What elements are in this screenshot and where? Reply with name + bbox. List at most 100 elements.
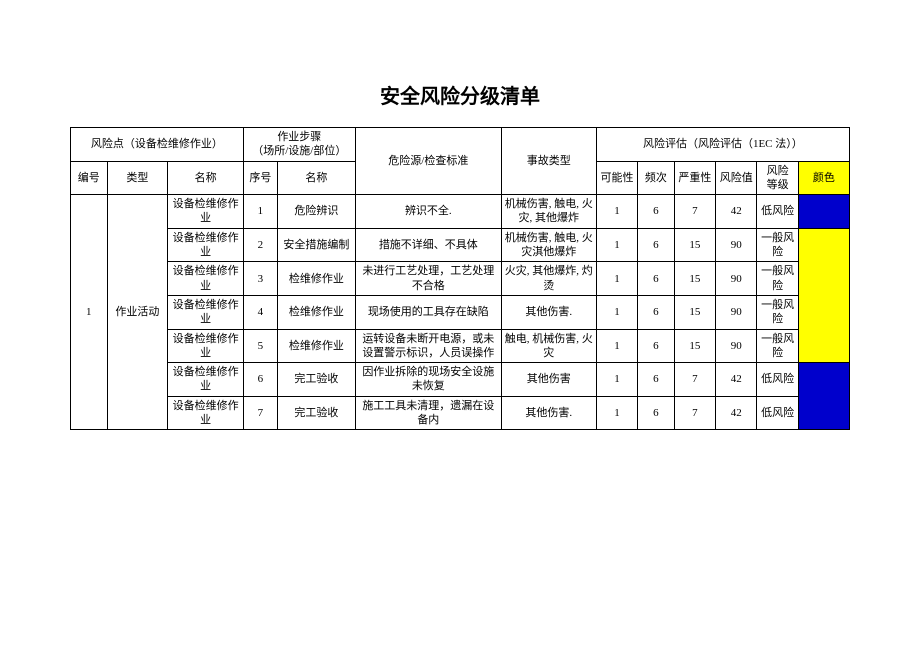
- cell-color: [798, 195, 849, 229]
- cell-step: 危险辨识: [277, 195, 355, 229]
- cell-freq: 6: [638, 363, 675, 397]
- cell-step: 安全措施编制: [277, 228, 355, 262]
- cell-hazard: 未进行工艺处理，工艺处理不合格: [355, 262, 501, 296]
- risk-table: 风险点（设备检维修作业） 作业步骤 （场所/设施/部位） 危险源/检查标准 事故…: [70, 127, 850, 430]
- cell-name: 设备检维修作业: [168, 262, 243, 296]
- cell-accident: 其他伤害.: [501, 295, 596, 329]
- cell-seq: 4: [243, 295, 277, 329]
- hdr-assess-group: 风险评估（风险评估（1EC 法））: [596, 128, 849, 162]
- cell-freq: 6: [638, 262, 675, 296]
- cell-level: 低风险: [757, 396, 798, 430]
- cell-value: 90: [716, 295, 757, 329]
- cell-accident: 火灾, 其他爆炸, 灼烫: [501, 262, 596, 296]
- cell-value: 42: [716, 195, 757, 229]
- cell-likelihood: 1: [596, 363, 637, 397]
- cell-seq: 2: [243, 228, 277, 262]
- cell-freq: 6: [638, 396, 675, 430]
- cell-severity: 15: [674, 329, 715, 363]
- cell-color: [798, 363, 849, 430]
- cell-seq: 3: [243, 262, 277, 296]
- cell-step: 检维修作业: [277, 329, 355, 363]
- cell-likelihood: 1: [596, 396, 637, 430]
- table-body: 1作业活动设备检维修作业1危险辨识辨识不全.机械伤害, 触电, 火灾, 其他爆炸…: [71, 195, 850, 430]
- hdr-seq: 序号: [243, 161, 277, 195]
- cell-step: 完工验收: [277, 396, 355, 430]
- cell-hazard: 因作业拆除的现场安全设施未恢复: [355, 363, 501, 397]
- hdr-steps: 作业步骤 （场所/设施/部位）: [243, 128, 355, 162]
- table-row: 设备检维修作业2安全措施编制措施不详细、不具体机械伤害, 触电, 火灾淇他爆炸1…: [71, 228, 850, 262]
- cell-value: 42: [716, 396, 757, 430]
- cell-likelihood: 1: [596, 228, 637, 262]
- cell-freq: 6: [638, 329, 675, 363]
- cell-level: 一般风险: [757, 329, 798, 363]
- cell-accident: 其他伤害.: [501, 396, 596, 430]
- cell-name: 设备检维修作业: [168, 363, 243, 397]
- cell-seq: 7: [243, 396, 277, 430]
- cell-value: 42: [716, 363, 757, 397]
- hdr-likelihood: 可能性: [596, 161, 637, 195]
- cell-accident: 机械伤害, 触电, 火灾, 其他爆炸: [501, 195, 596, 229]
- cell-likelihood: 1: [596, 195, 637, 229]
- cell-severity: 15: [674, 295, 715, 329]
- table-row: 1作业活动设备检维修作业1危险辨识辨识不全.机械伤害, 触电, 火灾, 其他爆炸…: [71, 195, 850, 229]
- cell-likelihood: 1: [596, 295, 637, 329]
- hdr-accident: 事故类型: [501, 128, 596, 195]
- cell-hazard: 辨识不全.: [355, 195, 501, 229]
- cell-severity: 7: [674, 363, 715, 397]
- hdr-color: 颜色: [798, 161, 849, 195]
- table-header: 风险点（设备检维修作业） 作业步骤 （场所/设施/部位） 危险源/检查标准 事故…: [71, 128, 850, 195]
- cell-step: 检维修作业: [277, 262, 355, 296]
- table-row: 设备检维修作业3检维修作业未进行工艺处理，工艺处理不合格火灾, 其他爆炸, 灼烫…: [71, 262, 850, 296]
- hdr-step-name: 名称: [277, 161, 355, 195]
- hdr-level: 风险 等级: [757, 161, 798, 195]
- cell-freq: 6: [638, 195, 675, 229]
- cell-group-num: 1: [71, 195, 108, 430]
- cell-name: 设备检维修作业: [168, 396, 243, 430]
- cell-hazard: 现场使用的工具存在缺陷: [355, 295, 501, 329]
- cell-severity: 15: [674, 262, 715, 296]
- hdr-risk-point: 风险点（设备检维修作业）: [71, 128, 244, 162]
- cell-hazard: 措施不详细、不具体: [355, 228, 501, 262]
- cell-accident: 其他伤害: [501, 363, 596, 397]
- hdr-type: 类型: [107, 161, 168, 195]
- cell-level: 一般风险: [757, 295, 798, 329]
- cell-likelihood: 1: [596, 329, 637, 363]
- cell-severity: 15: [674, 228, 715, 262]
- cell-name: 设备检维修作业: [168, 195, 243, 229]
- cell-level: 一般风险: [757, 228, 798, 262]
- table-row: 设备检维修作业7完工验收施工工具未清理，遗漏在设备内其他伤害.16742低风险: [71, 396, 850, 430]
- hdr-num: 编号: [71, 161, 108, 195]
- cell-name: 设备检维修作业: [168, 295, 243, 329]
- cell-accident: 机械伤害, 触电, 火灾淇他爆炸: [501, 228, 596, 262]
- hdr-name: 名称: [168, 161, 243, 195]
- cell-hazard: 施工工具未清理，遗漏在设备内: [355, 396, 501, 430]
- cell-group-type: 作业活动: [107, 195, 168, 430]
- cell-severity: 7: [674, 195, 715, 229]
- cell-step: 完工验收: [277, 363, 355, 397]
- table-row: 设备检维修作业4检维修作业现场使用的工具存在缺陷其他伤害.161590一般风险: [71, 295, 850, 329]
- cell-seq: 6: [243, 363, 277, 397]
- cell-freq: 6: [638, 295, 675, 329]
- cell-name: 设备检维修作业: [168, 329, 243, 363]
- table-row: 设备检维修作业5检维修作业运转设备未断开电源，或未设置警示标识，人员误操作触电,…: [71, 329, 850, 363]
- cell-name: 设备检维修作业: [168, 228, 243, 262]
- cell-value: 90: [716, 228, 757, 262]
- hdr-value: 风险值: [716, 161, 757, 195]
- cell-accident: 触电, 机械伤害, 火灾: [501, 329, 596, 363]
- table-row: 设备检维修作业6完工验收因作业拆除的现场安全设施未恢复其他伤害16742低风险: [71, 363, 850, 397]
- cell-step: 检维修作业: [277, 295, 355, 329]
- cell-hazard: 运转设备未断开电源，或未设置警示标识，人员误操作: [355, 329, 501, 363]
- cell-seq: 1: [243, 195, 277, 229]
- cell-freq: 6: [638, 228, 675, 262]
- cell-likelihood: 1: [596, 262, 637, 296]
- cell-level: 低风险: [757, 363, 798, 397]
- cell-value: 90: [716, 262, 757, 296]
- page-title: 安全风险分级清单: [70, 80, 850, 109]
- cell-value: 90: [716, 329, 757, 363]
- hdr-severity: 严重性: [674, 161, 715, 195]
- hdr-hazard: 危险源/检查标准: [355, 128, 501, 195]
- hdr-freq: 频次: [638, 161, 675, 195]
- cell-level: 低风险: [757, 195, 798, 229]
- cell-color: [798, 228, 849, 362]
- cell-severity: 7: [674, 396, 715, 430]
